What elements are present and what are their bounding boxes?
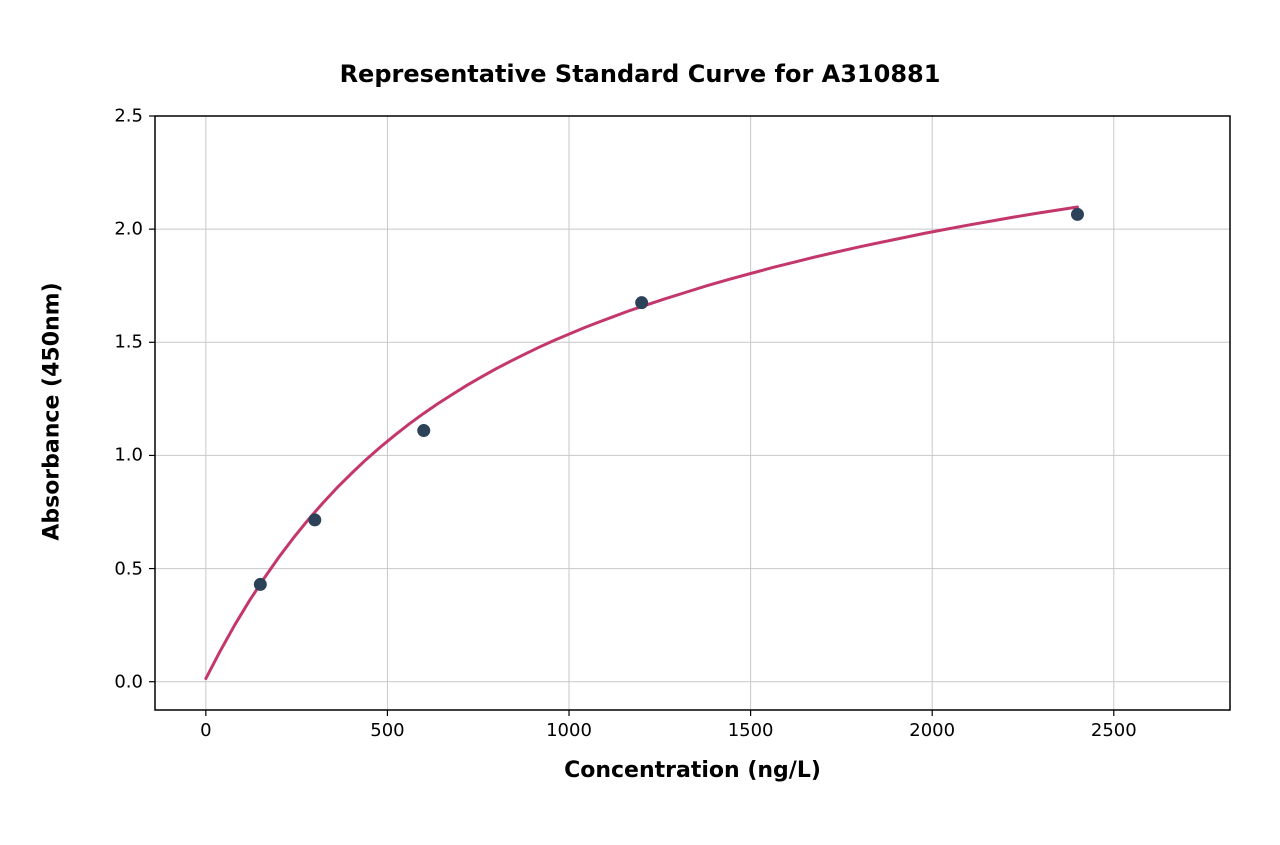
data-point [636, 297, 648, 309]
x-tick-label: 2000 [909, 720, 955, 741]
x-tick-label: 500 [370, 720, 404, 741]
chart-title: Representative Standard Curve for A31088… [0, 60, 1280, 88]
plot-area [155, 116, 1230, 710]
x-tick-label: 1500 [728, 720, 774, 741]
data-point [309, 514, 321, 526]
data-point [1071, 208, 1083, 220]
y-tick-label: 0.0 [109, 671, 143, 692]
y-tick-label: 0.5 [109, 558, 143, 579]
plot-border [155, 116, 1230, 710]
plot-svg [155, 116, 1230, 710]
x-tick-label: 2500 [1091, 720, 1137, 741]
x-tick-label: 1000 [546, 720, 592, 741]
y-tick-label: 1.0 [109, 445, 143, 466]
x-axis-label: Concentration (ng/L) [155, 758, 1230, 783]
y-tick-label: 2.5 [109, 106, 143, 127]
y-tick-label: 2.0 [109, 219, 143, 240]
data-point [418, 425, 430, 437]
y-axis-label: Absorbance (450nm) [40, 115, 65, 709]
fit-curve [206, 207, 1078, 679]
figure: Representative Standard Curve for A31088… [0, 0, 1280, 845]
y-tick-label: 1.5 [109, 332, 143, 353]
data-point [254, 578, 266, 590]
x-tick-label: 0 [200, 720, 211, 741]
